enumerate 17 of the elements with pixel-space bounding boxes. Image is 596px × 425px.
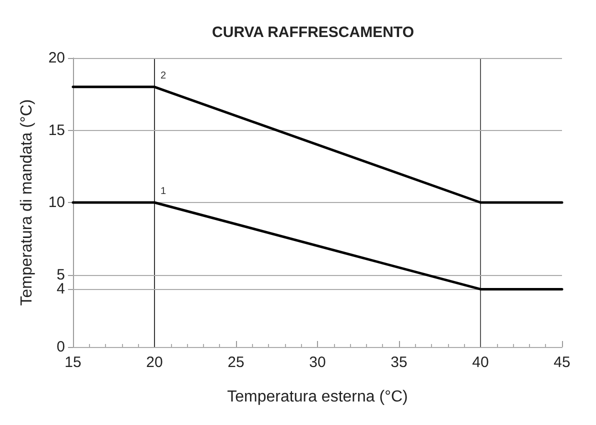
y-tick-label: 10: [48, 194, 65, 211]
x-axis-title: Temperatura esterna (°C): [227, 388, 408, 406]
y-axis-title: Temperatura di mandata (°C): [18, 99, 36, 306]
y-tick-label: 0: [56, 338, 65, 356]
series-label: 2: [160, 70, 166, 82]
y-tick-label: 15: [48, 122, 65, 139]
y-tick-label: 20: [48, 50, 65, 66]
x-tick-label: 30: [309, 354, 326, 371]
x-tick-label: 40: [472, 354, 489, 371]
x-tick-label: 45: [554, 354, 570, 371]
series-label: 1: [160, 186, 166, 197]
x-tick-label: 20: [146, 354, 163, 371]
x-tick-label: 25: [228, 354, 244, 371]
y-tick-label: 5: [56, 266, 65, 284]
y-tick-label: 4: [56, 280, 65, 298]
x-tick-label: 35: [390, 354, 408, 371]
chart-title: CURVA RAFFRESCAMENTO: [212, 24, 414, 41]
